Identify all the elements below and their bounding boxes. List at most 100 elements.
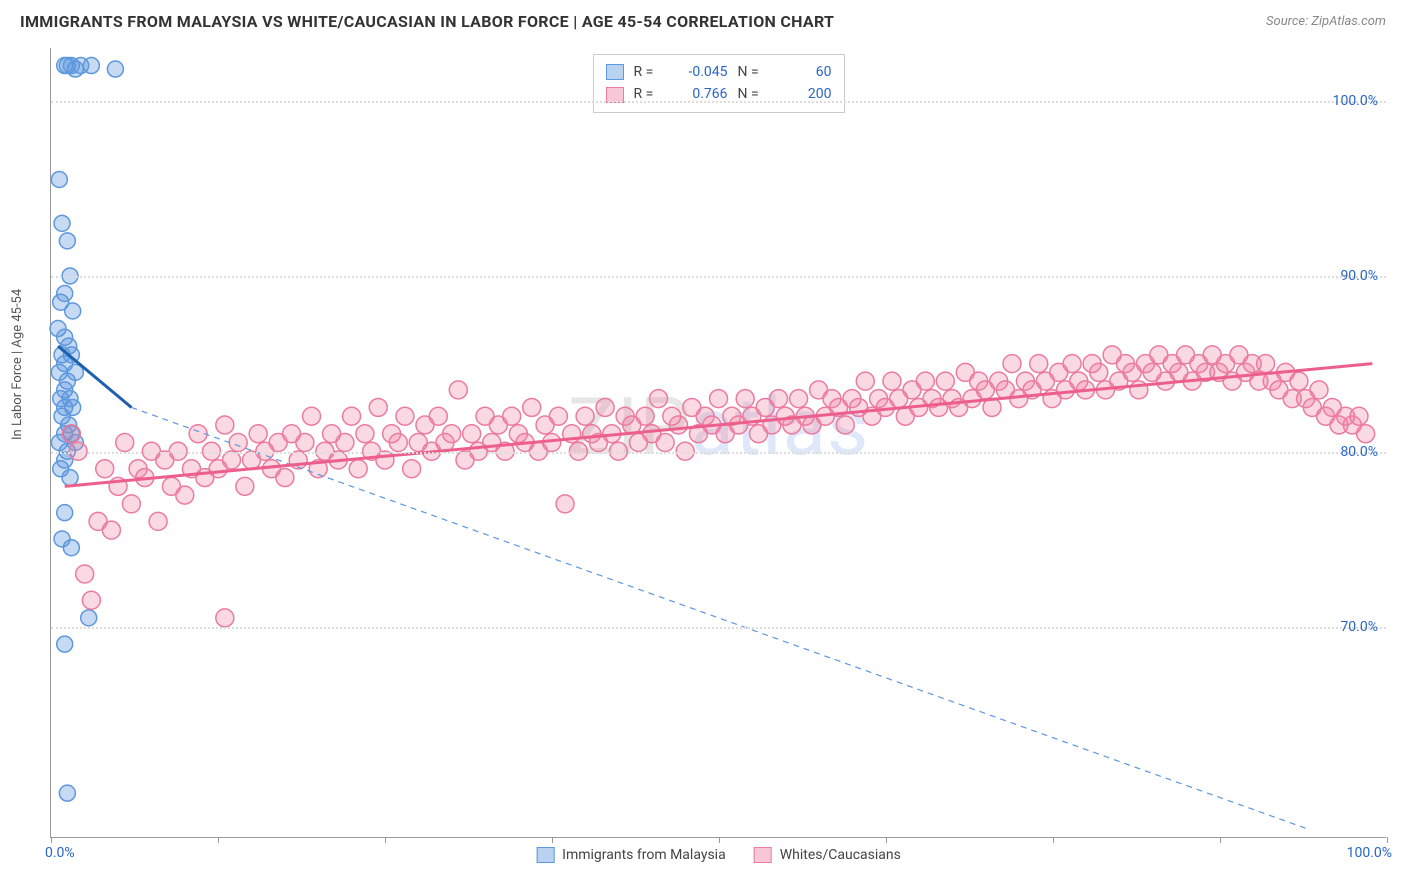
legend-swatch-0 [606,64,624,80]
data-point-series-1 [96,460,114,478]
data-point-series-1 [449,381,467,399]
data-point-series-1 [336,434,354,452]
legend-bottom-label-1: Whites/Caucasians [780,847,901,863]
data-point-series-1 [836,416,854,434]
data-point-series-1 [1290,372,1308,390]
data-point-series-1 [463,425,481,443]
source-attribution: Source: ZipAtlas.com [1266,14,1386,29]
chart-header: IMMIGRANTS FROM MALAYSIA VS WHITE/CAUCAS… [0,0,1406,39]
data-point-series-1 [1350,407,1368,425]
legend-item-0: Immigrants from Malaysia [536,847,726,863]
data-point-series-1 [303,407,321,425]
data-point-series-1 [296,434,314,452]
data-point-series-0 [62,470,78,486]
data-point-series-0 [57,636,73,652]
data-point-series-1 [770,390,788,408]
data-point-series-0 [57,505,73,521]
data-point-series-1 [596,398,614,416]
legend-r-value-0: -0.045 [672,61,728,83]
legend-row-series-0: R = -0.045 N = 60 [606,61,832,83]
data-point-series-0 [59,233,75,249]
data-point-series-1 [736,390,754,408]
data-point-series-1 [62,425,80,443]
x-tick [719,837,720,843]
data-point-series-1 [176,486,194,504]
data-point-series-1 [1030,355,1048,373]
data-point-series-1 [856,372,874,390]
data-point-series-1 [790,390,808,408]
data-point-series-1 [236,477,254,495]
data-point-series-1 [369,398,387,416]
data-point-series-1 [396,407,414,425]
data-point-series-0 [51,172,67,188]
x-tick [385,837,386,843]
data-point-series-1 [523,398,541,416]
y-tick-label: 90.0% [1340,268,1378,284]
data-point-series-1 [116,434,134,452]
data-point-series-1 [443,425,461,443]
data-point-series-1 [1257,355,1275,373]
legend-bottom-swatch-1 [754,847,772,863]
data-point-series-1 [656,434,674,452]
data-point-series-1 [883,372,901,390]
x-tick [218,837,219,843]
y-tick-label: 70.0% [1340,619,1378,635]
legend-n-label-0: N = [738,61,766,83]
x-tick [51,837,52,843]
x-tick [1053,837,1054,843]
data-point-series-1 [356,425,374,443]
data-point-series-1 [343,407,361,425]
data-point-series-1 [82,591,100,609]
data-point-series-1 [576,407,594,425]
data-point-series-0 [63,540,79,556]
data-point-series-1 [503,407,521,425]
data-point-series-1 [649,390,667,408]
y-axis-label: In Labor Force | Age 45-54 [10,289,25,440]
data-point-series-1 [1063,355,1081,373]
data-point-series-1 [102,521,120,539]
data-point-series-1 [636,407,654,425]
x-tick [886,837,887,843]
data-point-series-0 [54,215,70,231]
data-point-series-1 [916,372,934,390]
data-point-series-1 [1357,425,1375,443]
data-point-series-0 [59,785,75,801]
scatter-plot-svg [51,48,1386,837]
series-legend: Immigrants from Malaysia Whites/Caucasia… [536,847,901,863]
legend-n-value-0: 60 [776,61,832,83]
data-point-series-0 [81,610,97,626]
data-point-series-1 [549,407,567,425]
x-axis-max-label: 100.0% [1347,845,1392,861]
data-point-series-1 [216,416,234,434]
data-point-series-1 [556,495,574,513]
x-tick [552,837,553,843]
gridline-h [51,452,1386,454]
legend-r-label-0: R = [634,61,662,83]
data-point-series-1 [389,434,407,452]
trendline-extrapolated-series-0 [131,407,1305,828]
gridline-h [51,101,1386,103]
data-point-series-1 [249,425,267,443]
data-point-series-1 [149,512,167,530]
data-point-series-0 [65,303,81,319]
correlation-legend: R = -0.045 N = 60 R = 0.766 N = 200 [593,54,845,113]
data-point-series-1 [229,434,247,452]
data-point-series-1 [669,416,687,434]
gridline-h [51,627,1386,629]
gridline-h [51,276,1386,278]
data-point-series-1 [710,390,728,408]
data-point-series-1 [1003,355,1021,373]
x-tick [1220,837,1221,843]
data-point-series-1 [276,469,294,487]
data-point-series-1 [349,460,367,478]
chart-title: IMMIGRANTS FROM MALAYSIA VS WHITE/CAUCAS… [20,12,834,31]
data-point-series-1 [122,495,140,513]
data-point-series-1 [76,565,94,583]
data-point-series-1 [936,372,954,390]
chart-plot-area: ZIPatlas R = -0.045 N = 60 R = 0.766 N =… [50,48,1386,838]
x-axis-min-label: 0.0% [45,845,75,861]
data-point-series-1 [1310,381,1328,399]
y-tick-label: 100.0% [1333,93,1378,109]
data-point-series-1 [403,460,421,478]
legend-bottom-label-0: Immigrants from Malaysia [562,847,726,863]
